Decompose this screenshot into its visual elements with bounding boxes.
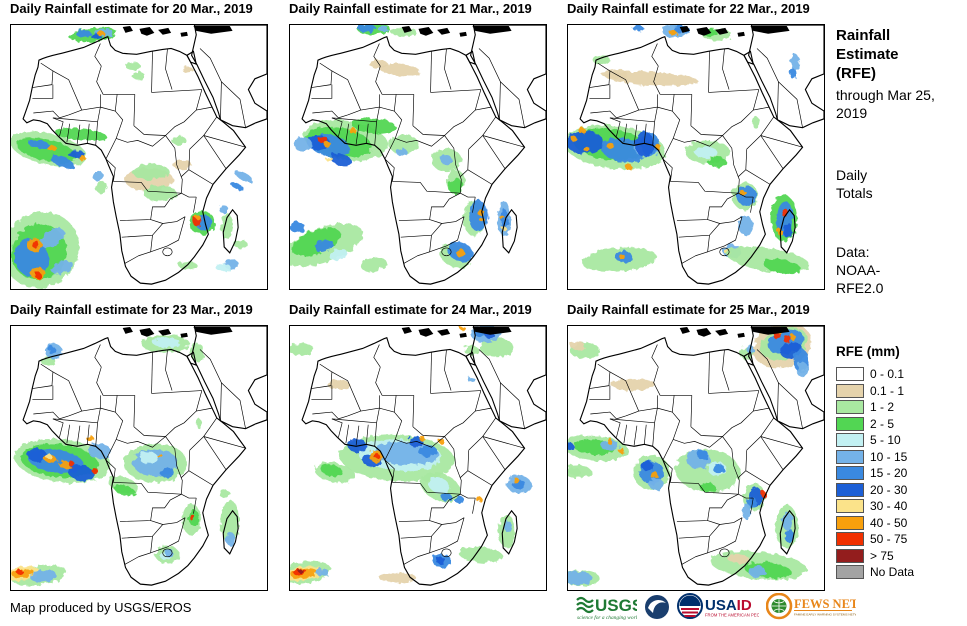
legend-swatch: [836, 383, 864, 398]
legend-item: 0 - 0.1: [836, 366, 964, 383]
usaid-logo: USAID FROM THE AMERICAN PEOPLE: [677, 593, 759, 619]
usgs-wordmark: USGS: [595, 596, 637, 615]
legend-label: 0 - 0.1: [870, 367, 905, 382]
map-panel-title: Daily Rainfall estimate for 20 Mar., 201…: [10, 1, 253, 16]
legend-swatch: [836, 449, 864, 464]
legend-item: 5 - 10: [836, 432, 964, 449]
usgs-wave-icon: [576, 596, 594, 614]
legend-item: 20 - 30: [836, 482, 964, 499]
map-panel-4: Daily Rainfall estimate for 23 Mar., 201…: [10, 303, 268, 591]
legend-item: 10 - 15: [836, 449, 964, 466]
usaid-seal-icon: [677, 593, 703, 619]
legend-swatch: [836, 433, 864, 448]
usaid-tagline: FROM THE AMERICAN PEOPLE: [705, 613, 759, 618]
legend-swatch: [836, 416, 864, 431]
legend-item: 50 - 75: [836, 531, 964, 548]
legend-label: 20 - 30: [870, 482, 908, 497]
product-datasource: Data: NOAA-RFE2.0: [836, 244, 884, 296]
legend-swatch: [836, 515, 864, 530]
noaa-logo-icon: [645, 595, 669, 619]
legend-item: 30 - 40: [836, 498, 964, 515]
africa-rainfall-map: [10, 24, 268, 290]
fewsnet-wordmark: FEWS NET: [794, 597, 856, 611]
legend-label: 10 - 15: [870, 449, 908, 464]
legend-item: 40 - 50: [836, 515, 964, 532]
legend-swatch: [836, 532, 864, 547]
map-panel-1: Daily Rainfall estimate for 20 Mar., 201…: [10, 2, 268, 290]
footer-logos: USGS science for a changing world USAID …: [575, 592, 856, 622]
legend-swatch: [836, 400, 864, 415]
legend-label: 30 - 40: [870, 499, 908, 514]
africa-rainfall-map: [567, 325, 825, 591]
africa-rainfall-map: [10, 325, 268, 591]
map-panel-title: Daily Rainfall estimate for 24 Mar., 201…: [289, 302, 532, 317]
map-credit: Map produced by USGS/EROS: [10, 600, 192, 615]
legend-title: RFE (mm): [836, 344, 900, 359]
svg-text:USAID: USAID: [705, 597, 752, 614]
legend-swatch: [836, 565, 864, 580]
usgs-logo: USGS science for a changing world: [576, 596, 637, 621]
africa-rainfall-map: [289, 24, 547, 290]
usgs-tagline: science for a changing world: [577, 614, 637, 621]
legend-swatch: [836, 548, 864, 563]
legend-swatch: [836, 367, 864, 382]
legend-label: 1 - 2: [870, 400, 895, 415]
map-panel-2: Daily Rainfall estimate for 21 Mar., 201…: [289, 2, 547, 290]
product-period: Daily Totals: [836, 167, 873, 201]
africa-rainfall-map: [289, 325, 547, 591]
legend-item: 0.1 - 1: [836, 383, 964, 400]
fewsnet-globe-icon: [766, 593, 793, 620]
legend-item: 1 - 2: [836, 399, 964, 416]
legend-swatch: [836, 482, 864, 497]
sidebar: Rainfall Estimate (RFE) through Mar 25, …: [836, 0, 964, 626]
legend-swatch: [836, 466, 864, 481]
legend-label: 2 - 5: [870, 416, 895, 431]
legend-item: 15 - 20: [836, 465, 964, 482]
fewsnet-logo: FEWS NET FAMINE EARLY WARNING SYSTEMS NE…: [766, 593, 856, 620]
legend-label: 15 - 20: [870, 466, 908, 481]
legend-item: > 75: [836, 548, 964, 565]
legend-swatch: [836, 499, 864, 514]
map-panel-3: Daily Rainfall estimate for 22 Mar., 201…: [567, 2, 825, 290]
usaid-wordmark-id: ID: [737, 597, 752, 614]
africa-rainfall-map: [567, 24, 825, 290]
map-panel-title: Daily Rainfall estimate for 22 Mar., 201…: [567, 1, 810, 16]
legend-label: 50 - 75: [870, 532, 908, 547]
legend-item: 2 - 5: [836, 416, 964, 433]
legend-label: 5 - 10: [870, 433, 901, 448]
usaid-wordmark-usa: USA: [705, 597, 737, 614]
legend-label: 40 - 50: [870, 515, 908, 530]
legend-label: > 75: [870, 548, 894, 563]
map-panel-title: Daily Rainfall estimate for 21 Mar., 201…: [289, 1, 532, 16]
legend-label: No Data: [870, 565, 915, 580]
map-panel-5: Daily Rainfall estimate for 24 Mar., 201…: [289, 303, 547, 591]
product-date-range: through Mar 25, 2019: [836, 87, 935, 121]
map-panel-6: Daily Rainfall estimate for 25 Mar., 201…: [567, 303, 825, 591]
map-panel-title: Daily Rainfall estimate for 23 Mar., 201…: [10, 302, 253, 317]
legend-item: No Data: [836, 564, 964, 581]
legend-label: 0.1 - 1: [870, 383, 905, 398]
fewsnet-tagline: FAMINE EARLY WARNING SYSTEMS NETWORK: [794, 613, 856, 617]
map-panel-title: Daily Rainfall estimate for 25 Mar., 201…: [567, 302, 810, 317]
product-title: Rainfall Estimate (RFE): [836, 27, 899, 82]
